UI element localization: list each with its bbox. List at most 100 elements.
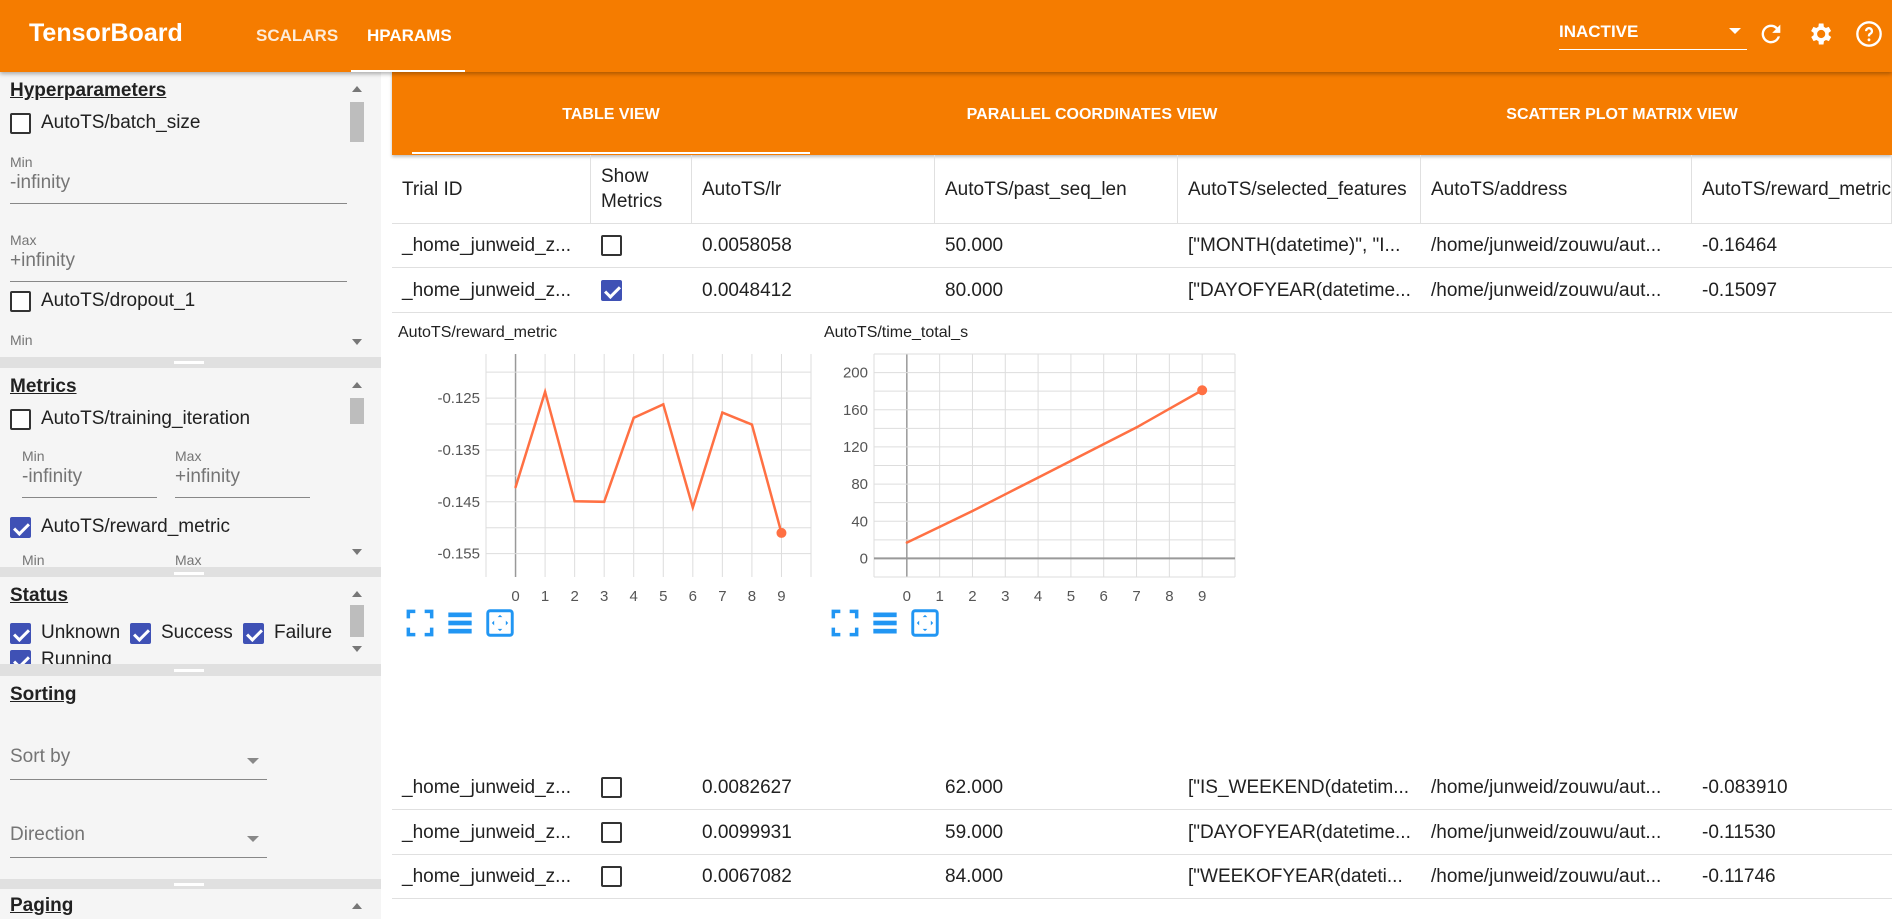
- address-cell: /home/junweid/zouwu/aut...: [1431, 821, 1662, 843]
- metrics-section: Metrics AutoTS/training_iteration Min -i…: [0, 368, 381, 567]
- table-row[interactable]: _home_junweid_z... 0.0067082 84.000 ["WEEKO…: [392, 855, 1892, 899]
- scrollbar-thumb[interactable]: [350, 398, 364, 424]
- table-row[interactable]: _home_junweid_z... 0.0048412 80.000 ["DAYOF…: [392, 269, 1892, 313]
- table-row[interactable]: _home_junweid_z... 0.0099931 59.000 ["DAYOF…: [392, 811, 1892, 855]
- tab-table-view[interactable]: TABLE VIEW: [562, 106, 660, 123]
- hparam-checkbox-batch-size[interactable]: AutoTS/batch_size: [10, 112, 200, 134]
- checkbox-label: Unknown: [41, 622, 121, 643]
- trial-id-cell: _home_junweid_z...: [402, 821, 571, 843]
- tab-scatter-plot-matrix-view[interactable]: SCATTER PLOT MATRIX VIEW: [1506, 106, 1738, 123]
- status-checkbox-failure[interactable]: Failure: [243, 622, 332, 644]
- tab-parallel-coordinates-view[interactable]: PARALLEL COORDINATES VIEW: [966, 106, 1218, 123]
- x-tick-label: 5: [659, 588, 667, 605]
- checkbox-icon[interactable]: [601, 866, 622, 887]
- scroll-down-icon[interactable]: [352, 339, 362, 345]
- column-header-lr[interactable]: AutoTS/lr: [692, 155, 935, 223]
- fullscreen-icon[interactable]: [406, 609, 434, 637]
- column-header-trial-id[interactable]: Trial ID: [392, 155, 591, 223]
- direction-label: Direction: [10, 824, 85, 845]
- data-point: [776, 527, 787, 538]
- checkbox-label: Success: [161, 622, 233, 643]
- sidebar: Hyperparameters AutoTS/batch_size Min -i…: [0, 72, 381, 919]
- direction-select[interactable]: Direction: [10, 824, 267, 858]
- scroll-up-icon[interactable]: [352, 591, 362, 597]
- refresh-icon[interactable]: [1757, 20, 1785, 48]
- checkbox-icon[interactable]: [601, 822, 622, 843]
- scroll-up-icon[interactable]: [352, 382, 362, 388]
- data-table-icon[interactable]: [871, 609, 899, 637]
- metric-checkbox-training-iteration[interactable]: AutoTS/training_iteration: [10, 408, 250, 430]
- selected-features-cell: ["DAYOFYEAR(datetime...: [1188, 279, 1411, 301]
- fit-domain-icon[interactable]: [911, 609, 939, 637]
- min-input[interactable]: -infinity: [22, 466, 157, 498]
- y-tick-label: -0.155: [437, 546, 480, 563]
- fit-domain-icon[interactable]: [486, 609, 514, 637]
- x-tick-label: 3: [600, 588, 608, 605]
- max-input[interactable]: +infinity: [175, 466, 310, 498]
- checkbox-icon: [10, 112, 31, 134]
- hparam-checkbox-dropout[interactable]: AutoTS/dropout_1: [10, 290, 195, 312]
- scrollbar-thumb[interactable]: [350, 605, 364, 637]
- resize-handle[interactable]: [174, 669, 204, 672]
- data-point: [905, 541, 909, 544]
- column-header-address[interactable]: AutoTS/address: [1421, 155, 1692, 223]
- checkbox-label: AutoTS/reward_metric: [41, 516, 231, 537]
- data-point: [1168, 407, 1171, 411]
- metric-checkbox-reward-metric[interactable]: AutoTS/reward_metric: [10, 516, 230, 538]
- column-header-show-metrics[interactable]: Show Metrics: [591, 155, 692, 223]
- sort-by-select[interactable]: Sort by: [10, 746, 267, 780]
- data-table-icon[interactable]: [446, 609, 474, 637]
- section-title: Status: [10, 585, 69, 606]
- scroll-up-icon[interactable]: [352, 903, 362, 909]
- section-title: Paging: [10, 895, 74, 916]
- y-tick-label: 200: [843, 365, 868, 382]
- scroll-down-icon[interactable]: [352, 646, 362, 652]
- scrollbar[interactable]: [348, 368, 365, 567]
- nav-scalars[interactable]: SCALARS: [256, 26, 339, 45]
- resize-handle[interactable]: [174, 361, 204, 364]
- scrollbar[interactable]: [348, 889, 365, 919]
- status-checkbox-running[interactable]: Running: [10, 649, 112, 664]
- section-title: Sorting: [10, 684, 77, 705]
- checkbox-checked-icon: [130, 622, 151, 644]
- help-icon[interactable]: [1855, 20, 1883, 48]
- selected-features-cell: ["MONTH(datetime)", "I...: [1188, 234, 1401, 256]
- scroll-down-icon[interactable]: [352, 549, 362, 555]
- x-tick-label: 6: [689, 588, 697, 605]
- table-row[interactable]: _home_junweid_z... 0.0058058 50.000 ["MONTH…: [392, 224, 1892, 268]
- scroll-up-icon[interactable]: [352, 86, 362, 92]
- status-checkbox-success[interactable]: Success: [130, 622, 233, 644]
- scrollbar[interactable]: [348, 72, 365, 357]
- data-point: [514, 486, 517, 489]
- show-metrics-cell: [591, 855, 692, 898]
- y-tick-label: 40: [851, 513, 868, 530]
- reward-metric-cell: -0.11746: [1702, 865, 1776, 887]
- run-select[interactable]: INACTIVE: [1559, 22, 1747, 50]
- checkbox-icon[interactable]: [601, 235, 622, 256]
- hyperparameters-section: Hyperparameters AutoTS/batch_size Min -i…: [0, 72, 381, 357]
- selected-features-cell: ["IS_WEEKEND(datetim...: [1188, 776, 1410, 798]
- show-metrics-cell: [591, 224, 692, 267]
- checkbox-checked-icon[interactable]: [601, 280, 622, 301]
- column-header-selected-features[interactable]: AutoTS/selected_features: [1178, 155, 1421, 223]
- scrollbar[interactable]: [348, 577, 365, 664]
- show-metrics-cell: [591, 269, 692, 312]
- fullscreen-icon[interactable]: [831, 609, 859, 637]
- status-checkbox-unknown[interactable]: Unknown: [10, 622, 120, 644]
- table-row[interactable]: _home_junweid_z... 0.0082627 62.000 ["IS_WE…: [392, 766, 1892, 810]
- column-header-past-seq-len[interactable]: AutoTS/past_seq_len: [935, 155, 1178, 223]
- settings-icon[interactable]: [1806, 20, 1834, 48]
- lr-cell: 0.0048412: [702, 279, 792, 301]
- checkbox-icon[interactable]: [601, 777, 622, 798]
- scrollbar-thumb[interactable]: [350, 102, 364, 142]
- chevron-down-icon: [247, 758, 259, 764]
- nav-hparams[interactable]: HPARAMS: [367, 26, 452, 45]
- data-point: [602, 500, 606, 504]
- max-input[interactable]: +infinity: [10, 250, 347, 282]
- min-input[interactable]: -infinity: [10, 172, 347, 204]
- paging-section: Paging: [0, 889, 381, 919]
- column-header-reward-metric[interactable]: AutoTS/reward_metric: [1692, 155, 1892, 223]
- resize-handle[interactable]: [174, 572, 204, 575]
- x-tick-label: 4: [630, 588, 638, 605]
- resize-handle[interactable]: [174, 883, 204, 886]
